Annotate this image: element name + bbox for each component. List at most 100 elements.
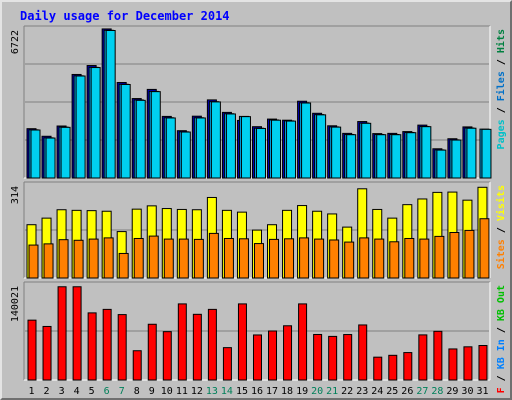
bar-kbytes-day-10	[162, 331, 172, 381]
bar-pages-day-18	[286, 120, 297, 179]
bar-kbytes-day-14	[222, 347, 232, 381]
x-tick-label-day-9: 9	[149, 386, 155, 397]
x-tick-label-day-21: 21	[326, 386, 338, 397]
legend-/-sep: /	[496, 53, 507, 71]
bar-pages-day-23	[361, 122, 372, 179]
panel-kbytes-legend: KB F / KB In / KB Out	[496, 285, 507, 398]
x-tick-label-day-2: 2	[44, 386, 50, 397]
x-tick-label-day-25: 25	[386, 386, 398, 397]
x-tick-label-day-12: 12	[191, 386, 203, 397]
x-tick-label-day-26: 26	[401, 386, 413, 397]
bar-sites-day-2	[43, 243, 54, 279]
bar-pages-day-4	[75, 75, 86, 179]
bar-pages-day-29	[451, 139, 462, 179]
x-tick-label-day-16: 16	[251, 386, 263, 397]
bar-kbytes-day-15	[237, 303, 247, 381]
x-tick-label-day-1: 1	[29, 386, 35, 397]
bar-pages-day-3	[60, 126, 71, 179]
bar-kbytes-day-7	[117, 314, 127, 381]
bar-kbytes-day-22	[343, 334, 353, 381]
bar-sites-day-5	[88, 238, 99, 279]
x-tick-label-day-31: 31	[476, 386, 488, 397]
bar-pages-day-11	[180, 131, 191, 179]
bar-sites-day-26	[404, 237, 415, 279]
panel-visits-sites-scale-label: 314	[10, 186, 21, 204]
legend-kb-out: KB Out	[496, 285, 507, 321]
bar-kbytes-day-17	[268, 330, 278, 381]
bar-kbytes-day-8	[132, 350, 142, 381]
bar-sites-day-13	[208, 232, 219, 279]
bar-pages-day-9	[150, 91, 161, 179]
bar-sites-day-11	[178, 238, 189, 279]
x-tick-label-day-19: 19	[296, 386, 308, 397]
bar-sites-day-24	[374, 238, 385, 279]
x-tick-label-day-20: 20	[311, 386, 323, 397]
bar-pages-day-15	[240, 116, 251, 179]
bar-sites-day-31	[479, 218, 490, 279]
bar-sites-day-22	[344, 241, 355, 279]
bar-kbytes-day-6	[102, 308, 112, 381]
bar-sites-day-3	[58, 239, 69, 279]
bar-kbytes-day-20	[313, 333, 323, 381]
legend-/-sep: /	[496, 101, 507, 119]
x-tick-label-day-15: 15	[236, 386, 248, 397]
bar-kbytes-day-26	[403, 352, 413, 381]
bar-kbytes-day-11	[177, 303, 187, 381]
x-tick-label-day-6: 6	[104, 386, 110, 397]
bar-kbytes-day-5	[87, 312, 97, 381]
bar-kbytes-day-3	[57, 286, 67, 381]
x-tick-label-day-18: 18	[281, 386, 293, 397]
x-tick-label-day-27: 27	[416, 386, 428, 397]
bar-kbytes-day-31	[478, 345, 488, 381]
panel-hits-files-pages-scale-label: 6722	[10, 30, 21, 54]
bar-kbytes-day-28	[433, 330, 443, 381]
bar-pages-day-13	[210, 101, 221, 179]
panel-kbytes-scale-label: 140021	[10, 286, 21, 322]
bar-pages-day-28	[436, 149, 447, 179]
bar-pages-day-16	[255, 127, 266, 179]
bar-sites-day-18	[284, 238, 295, 279]
x-tick-label-day-28: 28	[431, 386, 443, 397]
x-tick-label-day-24: 24	[371, 386, 383, 397]
bar-kbytes-day-13	[207, 308, 217, 381]
x-tick-label-day-10: 10	[161, 386, 173, 397]
legend-visits: Visits	[495, 185, 507, 221]
legend-kb-f: KB F	[496, 387, 507, 398]
bar-sites-day-21	[329, 239, 340, 279]
bar-sites-day-9	[148, 235, 159, 279]
bar-sites-day-8	[133, 237, 144, 279]
x-tick-label-day-14: 14	[221, 386, 233, 397]
legend-hits: Hits	[495, 29, 507, 53]
legend-kb-in: KB In	[496, 339, 507, 369]
legend-pages: Pages	[496, 119, 507, 149]
x-tick-label-day-22: 22	[341, 386, 353, 397]
bar-kbytes-day-19	[298, 303, 308, 381]
x-tick-label-day-7: 7	[119, 386, 125, 397]
bar-sites-day-4	[73, 239, 84, 279]
bar-kbytes-day-1	[27, 319, 37, 381]
bar-kbytes-day-12	[192, 313, 202, 381]
bar-sites-day-20	[314, 238, 325, 279]
bar-sites-day-25	[389, 241, 400, 279]
bar-kbytes-day-30	[463, 346, 473, 381]
x-tick-label-day-30: 30	[461, 386, 473, 397]
bar-pages-day-17	[271, 119, 282, 179]
bar-kbytes-day-18	[283, 325, 293, 381]
bar-kbytes-day-25	[388, 354, 398, 381]
x-tick-label-day-29: 29	[446, 386, 458, 397]
bar-pages-day-26	[406, 132, 417, 179]
bar-pages-day-5	[90, 67, 101, 179]
bar-sites-day-19	[299, 237, 310, 279]
x-tick-label-day-17: 17	[266, 386, 278, 397]
legend-/-sep: /	[496, 221, 507, 239]
x-tick-label-day-11: 11	[176, 386, 188, 397]
x-tick-label-day-13: 13	[206, 386, 218, 397]
bar-sites-day-14	[223, 237, 234, 279]
bar-sites-day-1	[28, 244, 39, 279]
bar-pages-day-10	[165, 117, 176, 179]
bar-pages-day-20	[316, 114, 327, 179]
bar-pages-day-31	[481, 128, 492, 179]
bar-kbytes-day-16	[252, 334, 262, 381]
bar-kbytes-day-27	[418, 334, 428, 381]
